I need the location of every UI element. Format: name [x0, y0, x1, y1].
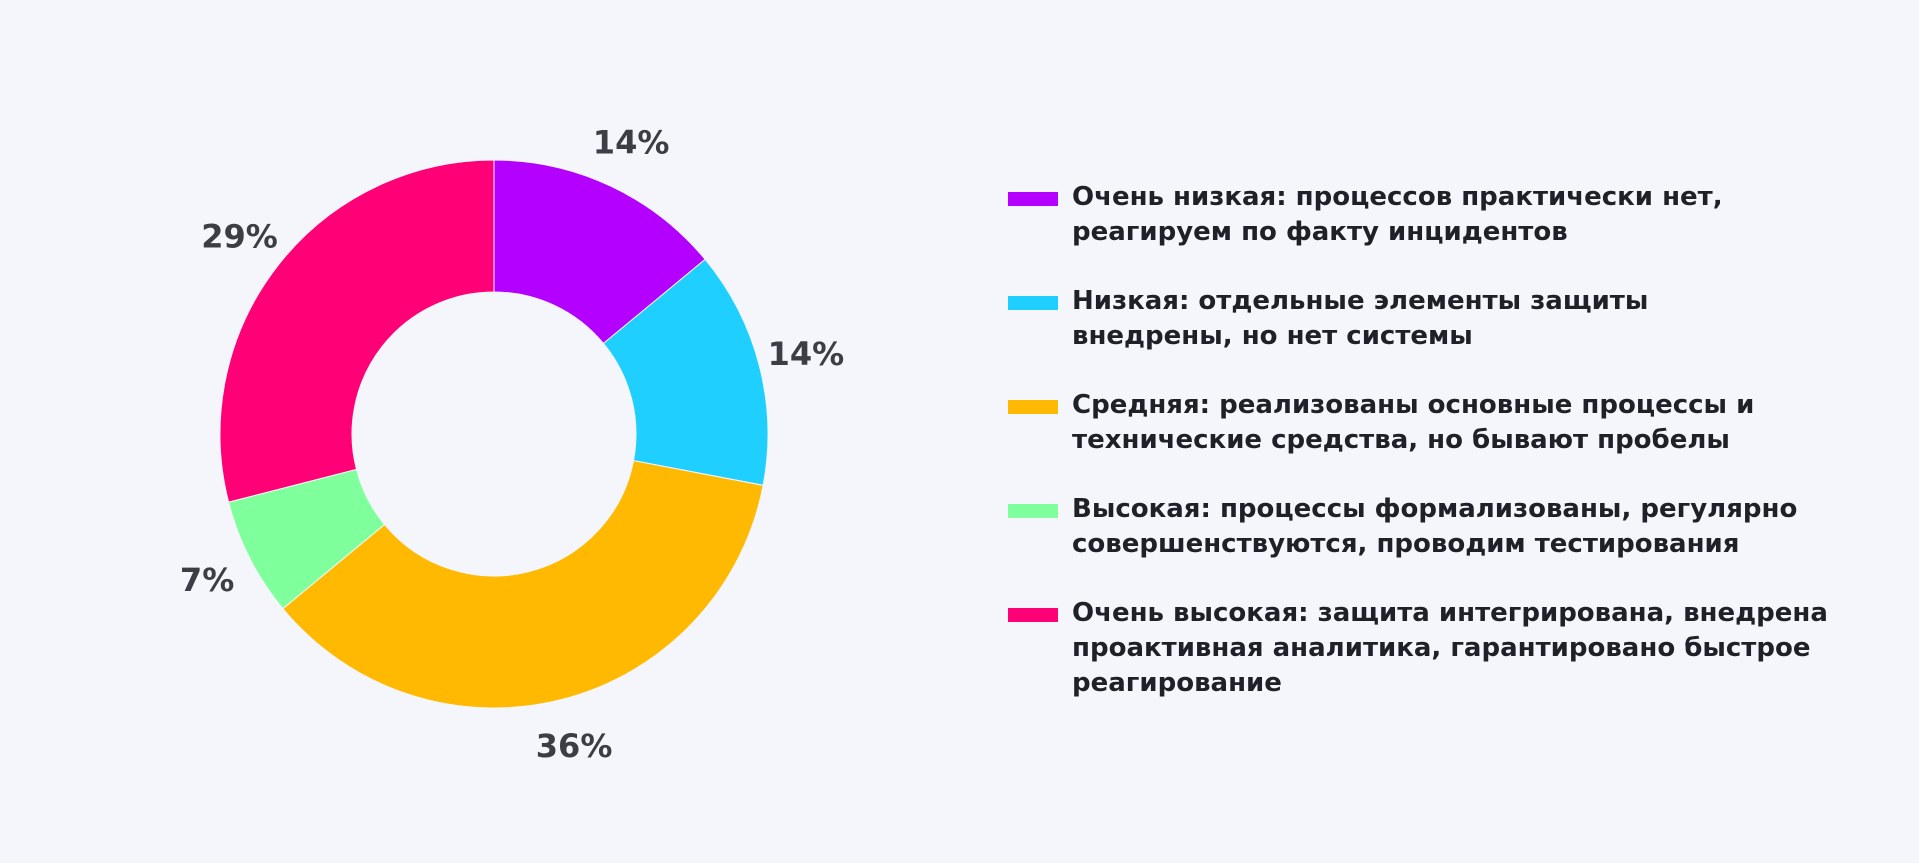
- legend-swatch-5: [1008, 608, 1058, 622]
- slice-percent-label-2: 14%: [768, 335, 845, 373]
- slice-percent-label-4: 7%: [180, 561, 234, 599]
- legend-item-3: Средняя: реализованы основные процессы и…: [1008, 388, 1888, 458]
- donut-slice-2: [602, 258, 769, 486]
- legend-swatch-1: [1008, 192, 1058, 206]
- legend-item-4: Высокая: процессы формализованы, регуляр…: [1008, 492, 1888, 562]
- legend-label-5: Очень высокая: защита интегрирована, вне…: [1072, 596, 1828, 701]
- donut-slice-3: [282, 460, 764, 709]
- legend-item-1: Очень низкая: процессов практически нет,…: [1008, 180, 1888, 250]
- legend-item-2: Низкая: отдельные элементы защиты внедрен…: [1008, 284, 1888, 354]
- legend-label-3: Средняя: реализованы основные процессы и…: [1072, 388, 1754, 458]
- legend-label-1: Очень низкая: процессов практически нет,…: [1072, 180, 1723, 250]
- legend-label-line: Очень низкая: процессов практически нет,: [1072, 182, 1723, 212]
- legend-label-2: Низкая: отдельные элементы защиты внедрен…: [1072, 284, 1648, 354]
- legend-label-line: технические средства, но бывают пробелы: [1072, 425, 1730, 455]
- legend-label-line: проактивная аналитика, гарантировано быс…: [1072, 633, 1811, 663]
- legend-label-line: реагируем по факту инцидентов: [1072, 217, 1568, 247]
- legend-swatch-2: [1008, 296, 1058, 310]
- legend-label-line: Высокая: процессы формализованы, регуляр…: [1072, 494, 1798, 524]
- legend-swatch-3: [1008, 400, 1058, 414]
- legend-item-5: Очень высокая: защита интегрирована, вне…: [1008, 596, 1888, 701]
- legend-label-4: Высокая: процессы формализованы, регуляр…: [1072, 492, 1797, 562]
- legend-label-line: совершенствуются, проводим тестирования: [1072, 529, 1740, 559]
- legend-label-line: внедрены, но нет системы: [1072, 321, 1473, 351]
- slice-percent-label-1: 14%: [593, 124, 670, 162]
- legend-label-line: Очень высокая: защита интегрирована, вне…: [1072, 598, 1828, 628]
- legend-label-line: Низкая: отдельные элементы защиты: [1072, 286, 1649, 316]
- donut-slice-1: [493, 159, 706, 345]
- slice-percent-label-5: 29%: [201, 218, 278, 256]
- slice-percent-label-3: 36%: [536, 727, 613, 765]
- legend-swatch-4: [1008, 504, 1058, 518]
- donut-slice-5: [219, 159, 495, 503]
- legend-label-line: реагирование: [1072, 668, 1282, 698]
- chart-legend: Очень низкая: процессов практически нет,…: [1008, 180, 1888, 735]
- legend-label-line: Средняя: реализованы основные процессы и: [1072, 390, 1755, 420]
